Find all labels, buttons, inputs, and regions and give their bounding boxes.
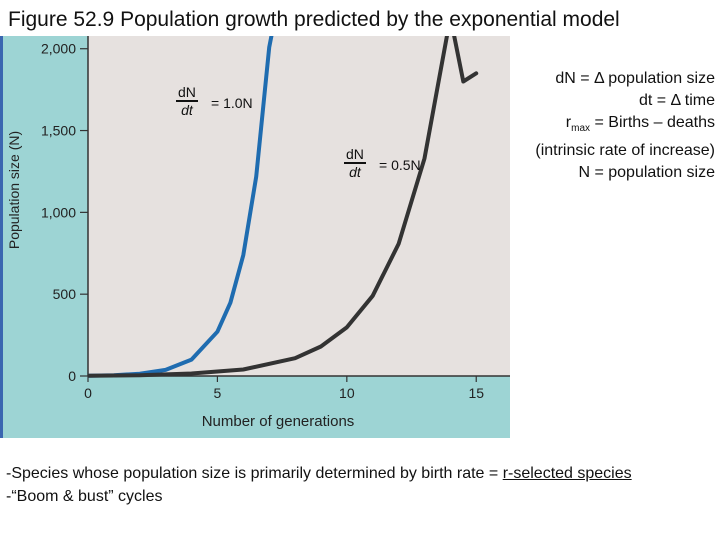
key-line-dt: dt = Δ time [638,92,715,109]
x-tick-label: 15 [468,385,484,401]
note-boom-bust: -“Boom & bust” cycles [6,488,163,505]
y-tick-label: 2,000 [41,41,76,57]
equation-numerator: dN [176,84,198,102]
series-group [88,36,479,378]
r-selected-term: r-selected species [502,465,632,482]
y-tick-label: 1,500 [41,123,76,139]
definitions-key: dN = Δ population size dt = Δ time rmax … [430,68,715,184]
x-tick-label: 10 [339,385,355,401]
rmax-symbol: r [565,114,572,131]
x-tick-label: 5 [214,385,222,401]
key-line-n: N = population size [578,164,715,182]
note-r-selected: -Species whose population size is primar… [6,462,632,485]
equation-numerator: dN [344,146,366,164]
plot-area [88,36,510,376]
note-prefix: -Species whose population size is primar… [6,465,503,482]
equation-rhs-black: = 0.5N [379,157,421,173]
series-lines [88,36,479,378]
rmax-definition: = Births – deaths [590,114,715,131]
key-line-intrinsic: (intrinsic rate of increase) [535,142,715,160]
x-axis-label: Number of generations [202,413,355,430]
equation-fraction-black: dN dt [344,146,366,180]
series-line-blue [88,36,274,378]
series-line-black [88,36,479,378]
equation-fraction-blue: dN dt [176,84,198,118]
equation-denominator: dt [349,164,361,180]
equation-denominator: dt [181,102,193,118]
key-line-rmax: rmax = Births – deaths [430,112,715,140]
equation-rhs-blue: = 1.0N [211,95,253,111]
left-accent-bar [0,36,3,438]
y-tick-label: 500 [53,286,77,302]
y-axis-label: Population size (N) [6,131,22,249]
figure-title: Figure 52.9 Population growth predicted … [8,8,620,31]
axis-labels: 0 500 1,000 1,500 2,000 0 5 10 15 Number of gener… [6,41,484,430]
y-tick-label: 1,000 [41,204,76,220]
key-line-dn: dN = Δ population size [555,70,715,87]
notes: -Species whose population size is primar… [6,462,632,508]
y-tick-label: 0 [68,368,76,384]
rmax-subscript: max [571,123,591,135]
x-tick-label: 0 [84,385,92,401]
